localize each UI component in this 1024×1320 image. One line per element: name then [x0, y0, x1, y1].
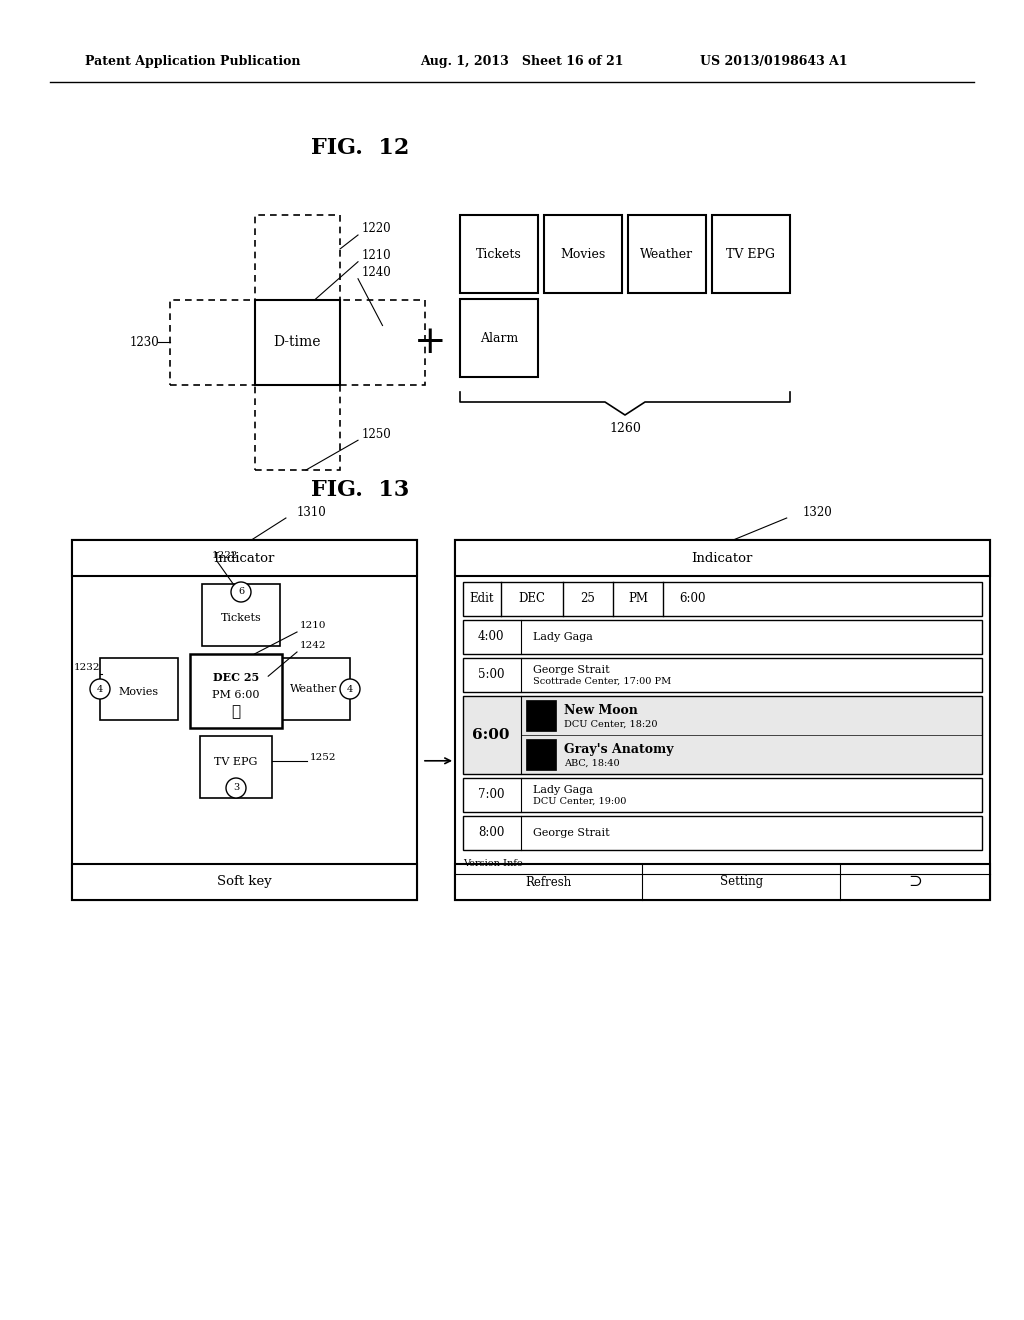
Text: 5:00: 5:00 — [478, 668, 504, 681]
Bar — [455, 540, 990, 900]
Text: 1220: 1220 — [362, 223, 391, 235]
Text: Alarm: Alarm — [480, 331, 518, 345]
Bar — [712, 215, 790, 293]
Text: FIG.  12: FIG. 12 — [311, 137, 410, 158]
Bar — [190, 653, 282, 729]
Text: Scottrade Center, 17:00 PM: Scottrade Center, 17:00 PM — [534, 677, 672, 685]
Bar — [255, 215, 340, 300]
Text: Movies: Movies — [560, 248, 605, 260]
Text: 1230: 1230 — [130, 335, 160, 348]
Bar — [340, 300, 425, 385]
Text: DCU Center, 18:20: DCU Center, 18:20 — [564, 719, 657, 729]
Bar — [255, 385, 340, 470]
Text: US 2013/0198643 A1: US 2013/0198643 A1 — [700, 55, 848, 69]
Bar — [72, 540, 417, 900]
Text: PM 6:00: PM 6:00 — [212, 689, 260, 700]
Bar — [463, 696, 982, 774]
Bar — [463, 582, 982, 616]
Text: 3: 3 — [232, 784, 240, 792]
Bar — [463, 816, 982, 850]
Bar — [463, 777, 982, 812]
Text: DEC 25: DEC 25 — [213, 672, 259, 684]
Circle shape — [231, 582, 251, 602]
Text: Indicator: Indicator — [691, 552, 753, 565]
Text: Tickets: Tickets — [476, 248, 522, 260]
Text: 1242: 1242 — [300, 642, 327, 651]
Text: 1210: 1210 — [362, 249, 391, 263]
Circle shape — [90, 678, 110, 700]
Text: Aug. 1, 2013   Sheet 16 of 21: Aug. 1, 2013 Sheet 16 of 21 — [420, 55, 624, 69]
Text: TV EPG: TV EPG — [214, 758, 258, 767]
Text: 4: 4 — [97, 685, 103, 693]
Text: Edit: Edit — [470, 593, 495, 606]
Text: George Strait: George Strait — [534, 828, 609, 838]
Text: PM: PM — [628, 593, 648, 606]
Text: Gray's Anatomy: Gray's Anatomy — [564, 743, 674, 756]
Bar — [455, 865, 990, 900]
Text: 4:00: 4:00 — [478, 631, 504, 644]
Bar — [170, 300, 255, 385]
Text: New Moon: New Moon — [564, 705, 638, 717]
Text: DEC: DEC — [518, 593, 546, 606]
Bar — [544, 215, 622, 293]
Text: 6:00: 6:00 — [680, 593, 707, 606]
Text: Indicator: Indicator — [213, 552, 274, 565]
Text: Version Info: Version Info — [463, 859, 522, 869]
Text: Setting: Setting — [720, 875, 763, 888]
Text: 6: 6 — [238, 587, 244, 597]
Text: 1260: 1260 — [609, 422, 641, 436]
Bar — [200, 737, 272, 799]
Bar — [628, 215, 706, 293]
Text: 1232: 1232 — [74, 664, 100, 672]
Bar — [460, 215, 538, 293]
Text: Weather: Weather — [640, 248, 693, 260]
Text: +: + — [414, 323, 446, 360]
Text: 1320: 1320 — [803, 506, 833, 519]
Text: 1310: 1310 — [296, 506, 326, 519]
Text: Patent Application Publication: Patent Application Publication — [85, 55, 300, 69]
Bar — [72, 540, 417, 576]
Text: 1210: 1210 — [300, 622, 327, 631]
Text: DCU Center, 19:00: DCU Center, 19:00 — [534, 796, 627, 805]
Text: 6:00: 6:00 — [472, 729, 510, 742]
Text: 1250: 1250 — [362, 428, 392, 441]
Bar — [72, 865, 417, 900]
Text: FIG.  13: FIG. 13 — [311, 479, 410, 502]
Text: ☛: ☛ — [231, 705, 241, 718]
Bar — [455, 540, 990, 576]
Text: Soft key: Soft key — [217, 875, 271, 888]
Bar — [255, 300, 340, 385]
Bar — [526, 700, 556, 731]
Text: 25: 25 — [581, 593, 595, 606]
Text: Tickets: Tickets — [220, 612, 261, 623]
Circle shape — [340, 678, 360, 700]
Text: Refresh: Refresh — [525, 875, 571, 888]
Text: George Strait: George Strait — [534, 665, 609, 675]
Text: 8:00: 8:00 — [478, 826, 504, 840]
Text: TV EPG: TV EPG — [726, 248, 775, 260]
Text: 7:00: 7:00 — [478, 788, 504, 801]
Bar — [460, 300, 538, 378]
Bar — [100, 657, 178, 719]
Text: Movies: Movies — [119, 688, 159, 697]
Text: 1240: 1240 — [362, 267, 392, 280]
Bar — [526, 739, 556, 770]
Text: ABC, 18:40: ABC, 18:40 — [564, 759, 620, 768]
Text: Weather: Weather — [291, 684, 338, 694]
Text: 1252: 1252 — [310, 754, 337, 762]
Text: D-time: D-time — [273, 335, 321, 348]
Text: Lady Gaga: Lady Gaga — [534, 785, 593, 795]
Bar — [278, 657, 350, 719]
Text: Lady Gaga: Lady Gaga — [534, 632, 593, 642]
Text: 1222: 1222 — [211, 552, 238, 561]
Circle shape — [226, 777, 246, 799]
Text: 4: 4 — [347, 685, 353, 693]
Bar — [463, 620, 982, 653]
Bar — [202, 583, 280, 645]
Text: ⊃: ⊃ — [908, 874, 922, 891]
Bar — [463, 657, 982, 692]
